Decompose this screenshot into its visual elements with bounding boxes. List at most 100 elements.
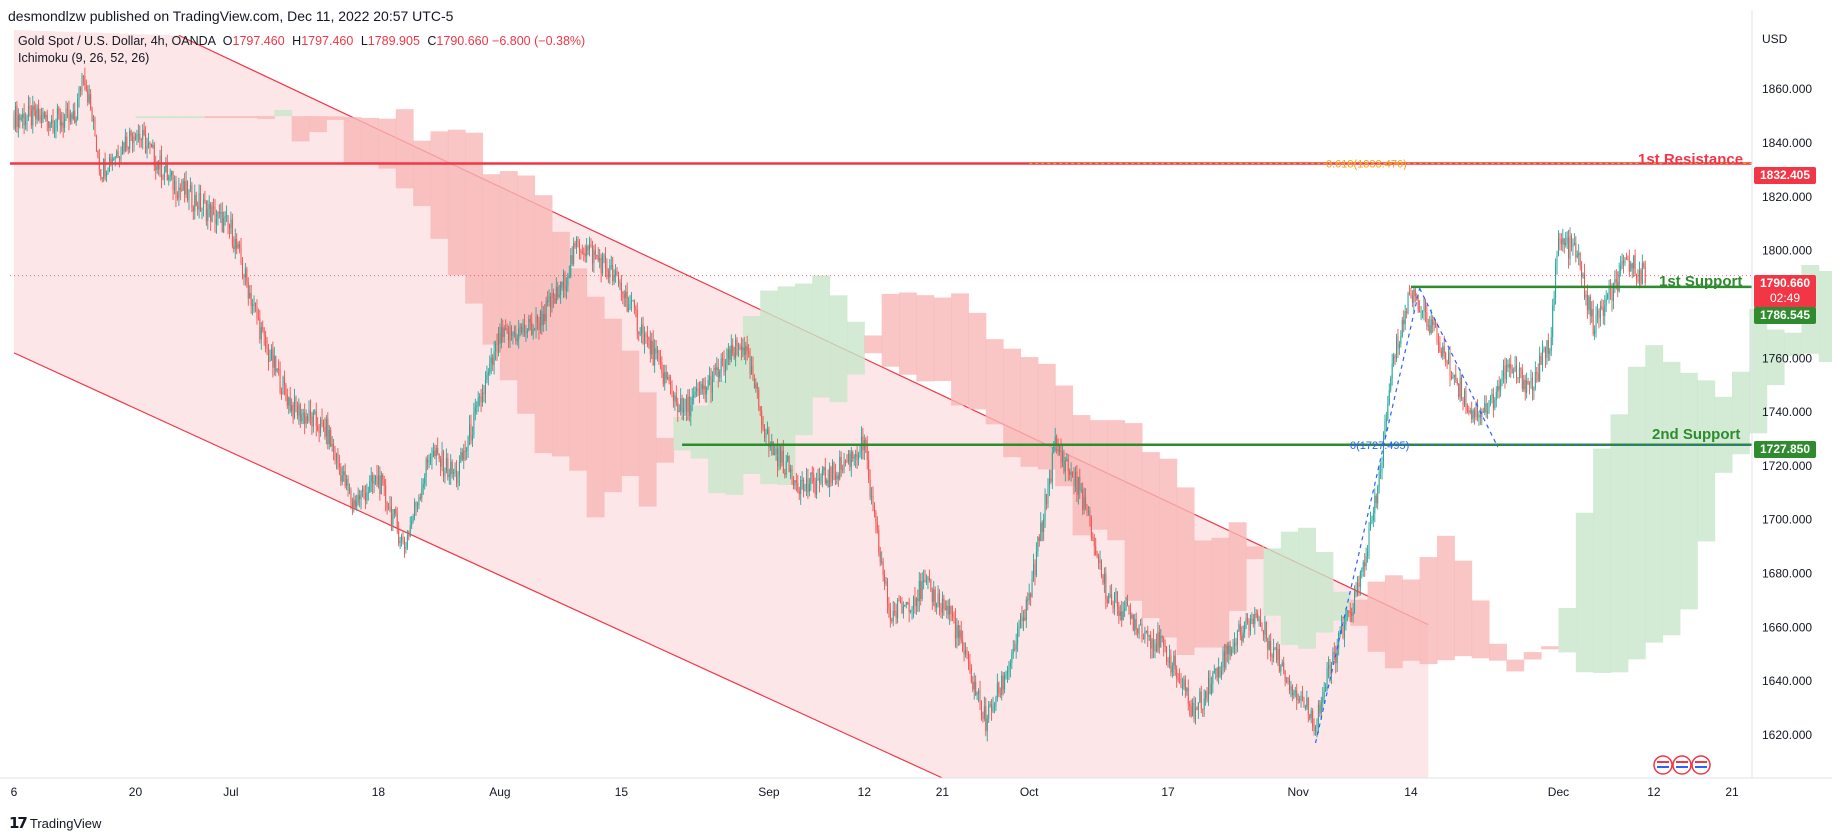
candle bbox=[298, 398, 300, 425]
candle bbox=[68, 100, 70, 131]
candle-body bbox=[1440, 351, 1442, 357]
candle-body bbox=[257, 317, 259, 319]
candle-body bbox=[1145, 630, 1147, 633]
candle bbox=[1487, 402, 1489, 420]
candle-body bbox=[821, 470, 823, 477]
candle-body bbox=[558, 295, 560, 297]
candle bbox=[658, 349, 660, 365]
candle bbox=[1375, 493, 1377, 509]
candle-body bbox=[1365, 556, 1367, 567]
candle-body bbox=[800, 480, 802, 495]
candle-body bbox=[568, 275, 570, 277]
candle-body bbox=[1345, 612, 1347, 625]
candle-body bbox=[172, 171, 174, 191]
candle-body bbox=[1614, 279, 1616, 284]
candle bbox=[668, 374, 670, 385]
legend-indicator[interactable]: Ichimoku (9, 26, 52, 26) bbox=[18, 51, 150, 65]
candle bbox=[311, 411, 313, 435]
candle-body bbox=[918, 580, 920, 602]
candle-body bbox=[529, 318, 531, 322]
candle-body bbox=[27, 105, 29, 117]
candle-body bbox=[898, 600, 900, 602]
candle bbox=[119, 155, 121, 168]
candle-body bbox=[723, 360, 725, 373]
candle-body bbox=[1277, 648, 1279, 661]
candle bbox=[846, 454, 848, 464]
candle bbox=[437, 437, 439, 456]
candle-body bbox=[876, 523, 878, 531]
candle bbox=[288, 396, 290, 415]
cloud-segment bbox=[1454, 560, 1473, 657]
candle-body bbox=[1137, 629, 1139, 634]
candle-body bbox=[506, 328, 508, 332]
candle-body bbox=[924, 580, 926, 582]
candle-body bbox=[1429, 325, 1431, 334]
candle-body bbox=[192, 207, 194, 212]
candle bbox=[560, 281, 562, 304]
candle-body bbox=[337, 453, 339, 464]
candle bbox=[1166, 646, 1168, 666]
candle-body bbox=[85, 85, 87, 90]
candle bbox=[1275, 642, 1277, 664]
candle-body bbox=[1329, 665, 1331, 675]
candle-body bbox=[762, 425, 764, 429]
candle-body bbox=[415, 502, 417, 507]
candle bbox=[46, 109, 48, 132]
candle-body bbox=[149, 142, 151, 145]
candle-body bbox=[1070, 472, 1072, 475]
candle-body bbox=[1213, 670, 1215, 674]
candle-body bbox=[291, 405, 293, 412]
candle-body bbox=[136, 134, 138, 140]
candle bbox=[639, 327, 641, 337]
channel-lower-line bbox=[13, 352, 943, 779]
candle bbox=[1142, 633, 1144, 640]
candle-body bbox=[503, 328, 505, 337]
candle-body bbox=[691, 397, 693, 406]
candle-body bbox=[218, 212, 220, 214]
candle bbox=[1296, 683, 1298, 710]
candle-body bbox=[1317, 704, 1319, 724]
candle-body bbox=[1015, 644, 1017, 649]
candle bbox=[853, 454, 855, 466]
candle-body bbox=[852, 451, 854, 459]
candle bbox=[1181, 677, 1183, 696]
candle bbox=[717, 358, 719, 388]
candle bbox=[646, 325, 648, 348]
candle bbox=[272, 341, 274, 378]
candle-body bbox=[427, 459, 429, 463]
candle bbox=[87, 85, 89, 106]
tradingview-brand[interactable]: 𝟭𝟳 TradingView bbox=[9, 814, 101, 832]
candle bbox=[910, 609, 912, 614]
candle-body bbox=[497, 333, 499, 354]
candle-body bbox=[840, 456, 842, 470]
candle bbox=[1064, 456, 1066, 482]
candle-body bbox=[1012, 648, 1014, 654]
candle bbox=[1387, 395, 1389, 422]
candle-body bbox=[347, 478, 349, 491]
candle bbox=[412, 513, 414, 524]
candle bbox=[905, 601, 907, 609]
cloud-segment bbox=[1436, 535, 1455, 661]
candle bbox=[1148, 634, 1150, 641]
candle-body bbox=[150, 144, 152, 147]
candle-body bbox=[578, 241, 580, 251]
candle bbox=[652, 330, 654, 367]
candle-body bbox=[886, 580, 888, 604]
cloud-segment bbox=[1558, 608, 1577, 653]
candle-body bbox=[23, 113, 25, 126]
candle bbox=[516, 334, 518, 346]
candle-body bbox=[453, 472, 455, 474]
candle bbox=[593, 245, 595, 273]
candle bbox=[807, 468, 809, 499]
candle bbox=[1520, 367, 1522, 379]
candle-body bbox=[230, 219, 232, 229]
candle-body bbox=[483, 391, 485, 395]
candle-body bbox=[923, 580, 925, 582]
candle bbox=[503, 325, 505, 343]
candle-body bbox=[927, 577, 929, 581]
candle bbox=[823, 466, 825, 476]
candle bbox=[1067, 454, 1069, 482]
candle bbox=[1213, 664, 1215, 674]
candle-body bbox=[1560, 239, 1562, 245]
